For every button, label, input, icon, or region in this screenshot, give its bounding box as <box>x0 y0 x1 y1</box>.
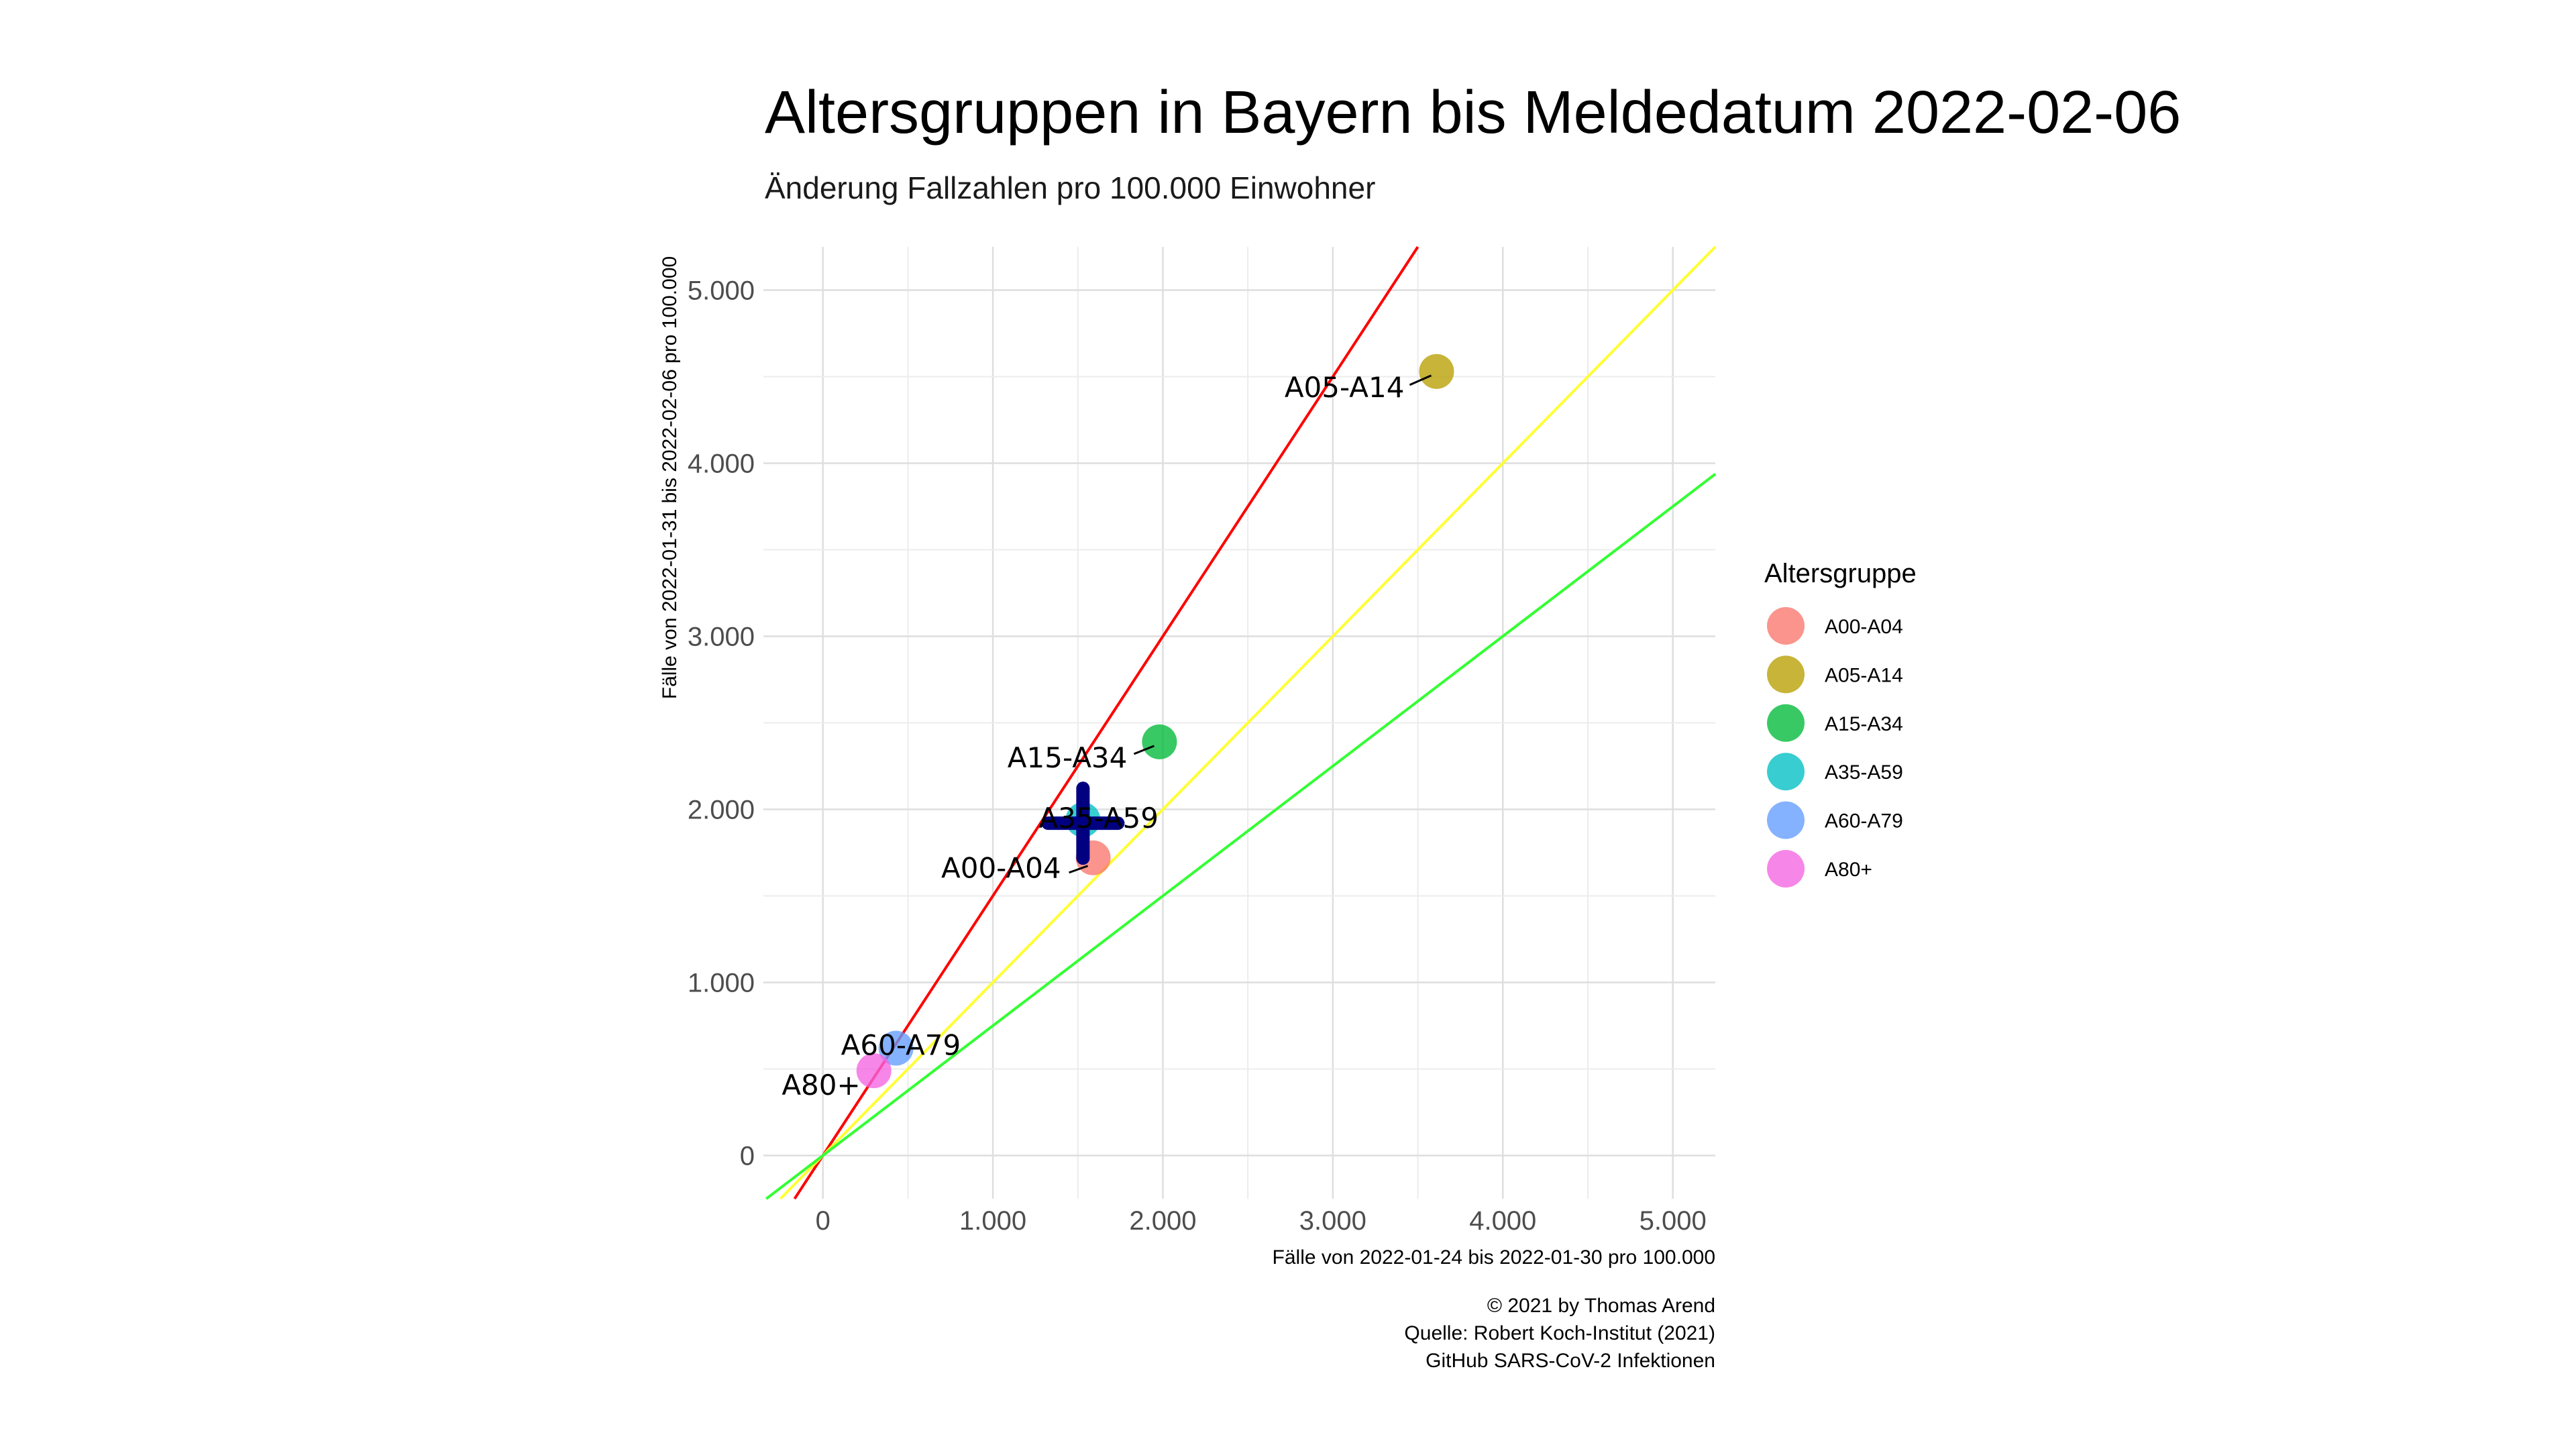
y-tick-label: 2.000 <box>688 796 755 825</box>
x-axis-label: Fälle von 2022-01-24 bis 2022-01-30 pro … <box>1273 1246 1715 1269</box>
caption-line-3: GitHub SARS-CoV-2 Infektionen <box>1426 1350 1715 1372</box>
points <box>856 354 1454 1089</box>
point-labels: A00-A04 A05-A14 A15-A34 A35-A59 A60-A79 A80+ <box>782 371 1432 1102</box>
data-point <box>878 1030 914 1066</box>
label-leader-line <box>1069 865 1089 874</box>
legend-label: A80+ <box>1825 859 1872 881</box>
y-tick-label: 3.000 <box>688 623 755 652</box>
legend-label: A35-A59 <box>1825 761 1903 784</box>
x-tick-label: 5.000 <box>1640 1206 1707 1236</box>
data-point <box>856 1053 892 1089</box>
legend-label: A00-A04 <box>1825 616 1903 638</box>
legend-label: A60-A79 <box>1825 810 1903 833</box>
y-tick-label: 5.000 <box>688 276 755 306</box>
x-tick-label: 1.000 <box>959 1206 1026 1236</box>
point-label: A60-A79 <box>841 1029 961 1062</box>
legend-key <box>1767 801 1805 839</box>
point-label: A80+ <box>782 1069 860 1102</box>
mean-marker <box>1041 782 1125 865</box>
chart-title: Altersgruppen in Bayern bis Meldedatum 2… <box>765 79 2181 146</box>
x-tick-label: 2.000 <box>1129 1206 1196 1236</box>
legend-label: A15-A34 <box>1825 713 1903 735</box>
y-tick-label: 0 <box>740 1142 755 1171</box>
x-tick-label: 0 <box>816 1206 830 1236</box>
legend-key <box>1767 850 1805 888</box>
legend-key <box>1767 753 1805 791</box>
point-label: A05-A14 <box>1285 371 1405 404</box>
x-tick-label: 3.000 <box>1299 1206 1366 1236</box>
legend-key <box>1767 655 1805 694</box>
data-point <box>1419 354 1454 389</box>
reference-line <box>765 473 1717 1200</box>
label-leader-line <box>1133 745 1155 755</box>
y-tick-label: 4.000 <box>688 449 755 479</box>
y-tick-labels: 0 1.000 2.000 3.000 4.000 5.000 <box>688 276 755 1171</box>
legend: Altersgruppe A00-A04 A05-A14 A15-A34 A35-A5… <box>1764 559 1917 888</box>
point-label: A00-A04 <box>941 852 1061 885</box>
label-leader-line <box>1409 374 1432 386</box>
legend-key <box>1767 607 1805 645</box>
reference-line <box>779 246 1717 1200</box>
legend-key <box>1767 704 1805 742</box>
legend-label: A05-A14 <box>1825 664 1903 686</box>
caption: © 2021 by Thomas Arend Quelle: Robert Ko… <box>1404 1295 1715 1372</box>
y-tick-label: 1.000 <box>688 969 755 998</box>
y-axis-label: Fälle von 2022-01-31 bis 2022-02-06 pro … <box>659 256 681 699</box>
point-label: A15-A34 <box>1008 741 1128 774</box>
x-tick-labels: 0 1.000 2.000 3.000 4.000 5.000 <box>816 1206 1707 1236</box>
legend-title: Altersgruppe <box>1764 559 1917 588</box>
point-label: A35-A59 <box>1038 802 1159 835</box>
grid <box>763 247 1715 1199</box>
data-point <box>1142 724 1177 759</box>
caption-line-2: Quelle: Robert Koch-Institut (2021) <box>1404 1322 1715 1344</box>
chart-subtitle: Änderung Fallzahlen pro 100.000 Einwohne… <box>765 170 1375 205</box>
caption-line-1: © 2021 by Thomas Arend <box>1487 1295 1715 1317</box>
x-tick-label: 4.000 <box>1469 1206 1536 1236</box>
